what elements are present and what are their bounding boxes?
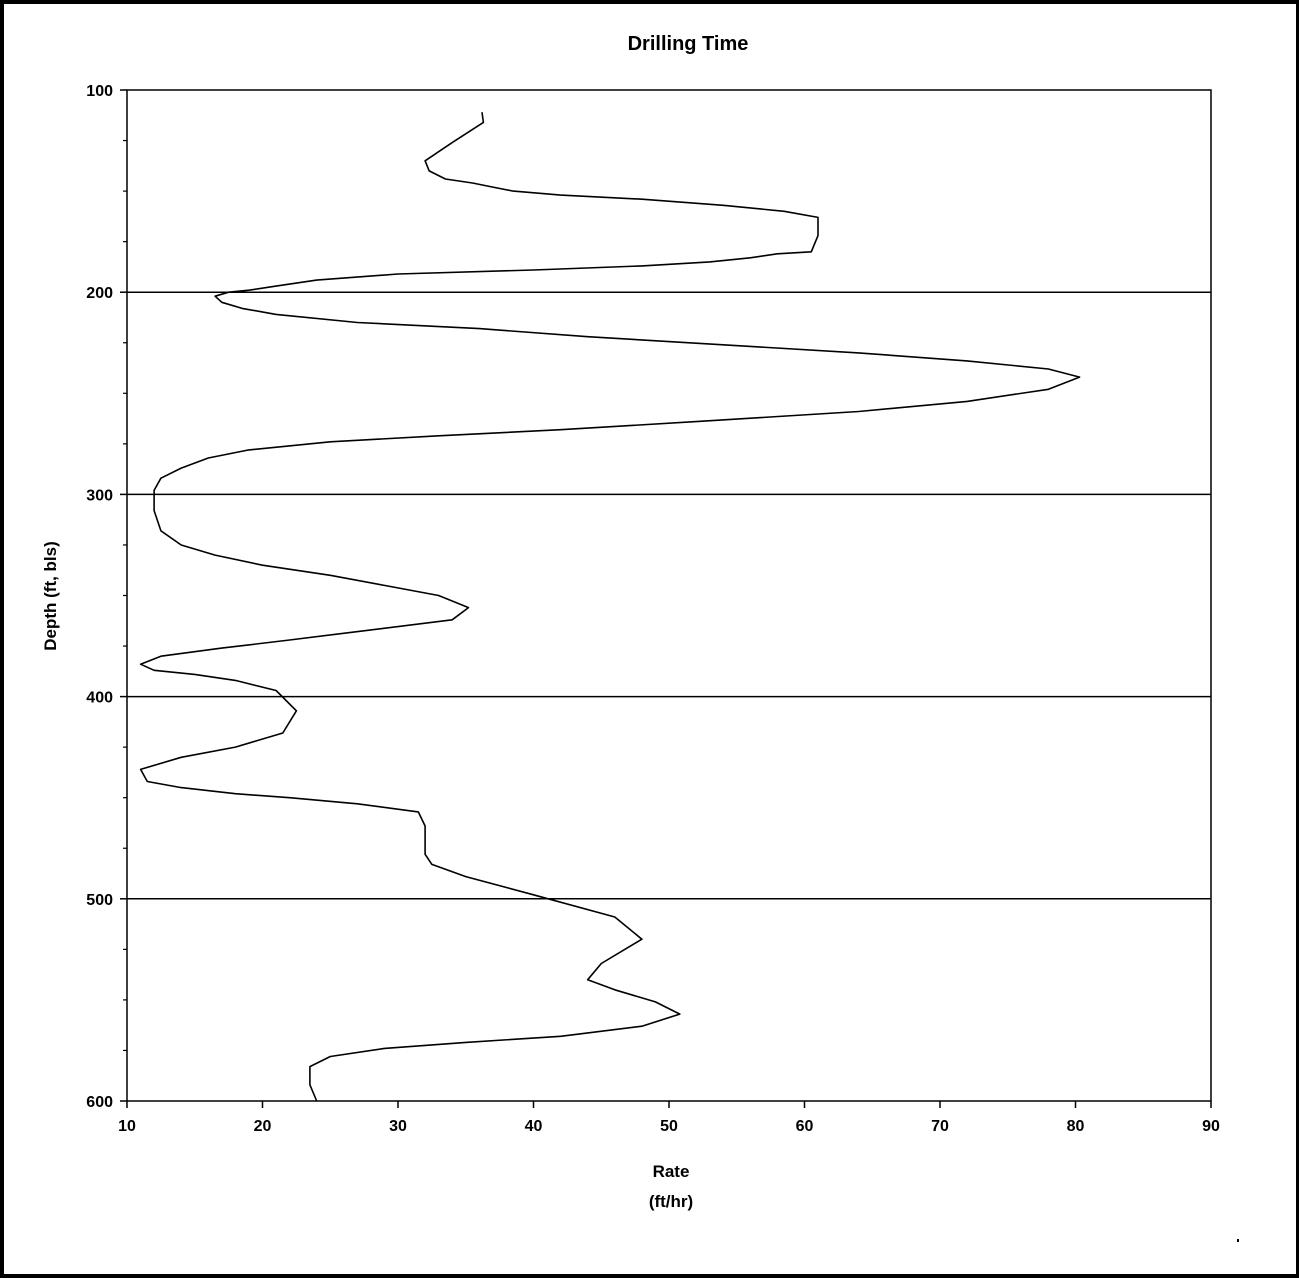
y-tick-labels: 100 200 300 400 500 600 bbox=[86, 83, 113, 1111]
y-tick-label: 200 bbox=[86, 285, 113, 302]
chart-title: Drilling Time bbox=[628, 33, 749, 55]
x-axis-label: Rate bbox=[653, 1162, 690, 1181]
x-tick-label: 60 bbox=[796, 1118, 814, 1135]
x-axis-unit: (ft/hr) bbox=[649, 1192, 693, 1211]
y-axis-label: Depth (ft, bls) bbox=[41, 541, 60, 651]
axis-ticks bbox=[120, 89, 1212, 1108]
x-tick-label: 50 bbox=[660, 1118, 678, 1135]
x-tick-label: 90 bbox=[1202, 1118, 1220, 1135]
y-tick-label: 500 bbox=[86, 892, 113, 909]
y-tick-label: 600 bbox=[86, 1094, 113, 1111]
x-tick-label: 30 bbox=[389, 1118, 407, 1135]
x-tick-labels: 10 20 30 40 50 60 70 80 90 bbox=[118, 1118, 1220, 1135]
x-tick-label: 80 bbox=[1067, 1118, 1085, 1135]
stray-mark bbox=[1237, 1239, 1239, 1242]
y-tick-label: 300 bbox=[86, 487, 113, 504]
plot-area bbox=[126, 89, 1212, 1102]
x-tick-label: 40 bbox=[525, 1118, 543, 1135]
gridlines bbox=[127, 291, 1211, 900]
x-tick-label: 10 bbox=[118, 1118, 136, 1135]
x-tick-label: 20 bbox=[254, 1118, 272, 1135]
series-line-drilling-rate bbox=[139, 112, 1081, 1102]
y-tick-label: 100 bbox=[86, 83, 113, 100]
y-tick-label: 400 bbox=[86, 690, 113, 707]
x-tick-label: 70 bbox=[931, 1118, 949, 1135]
